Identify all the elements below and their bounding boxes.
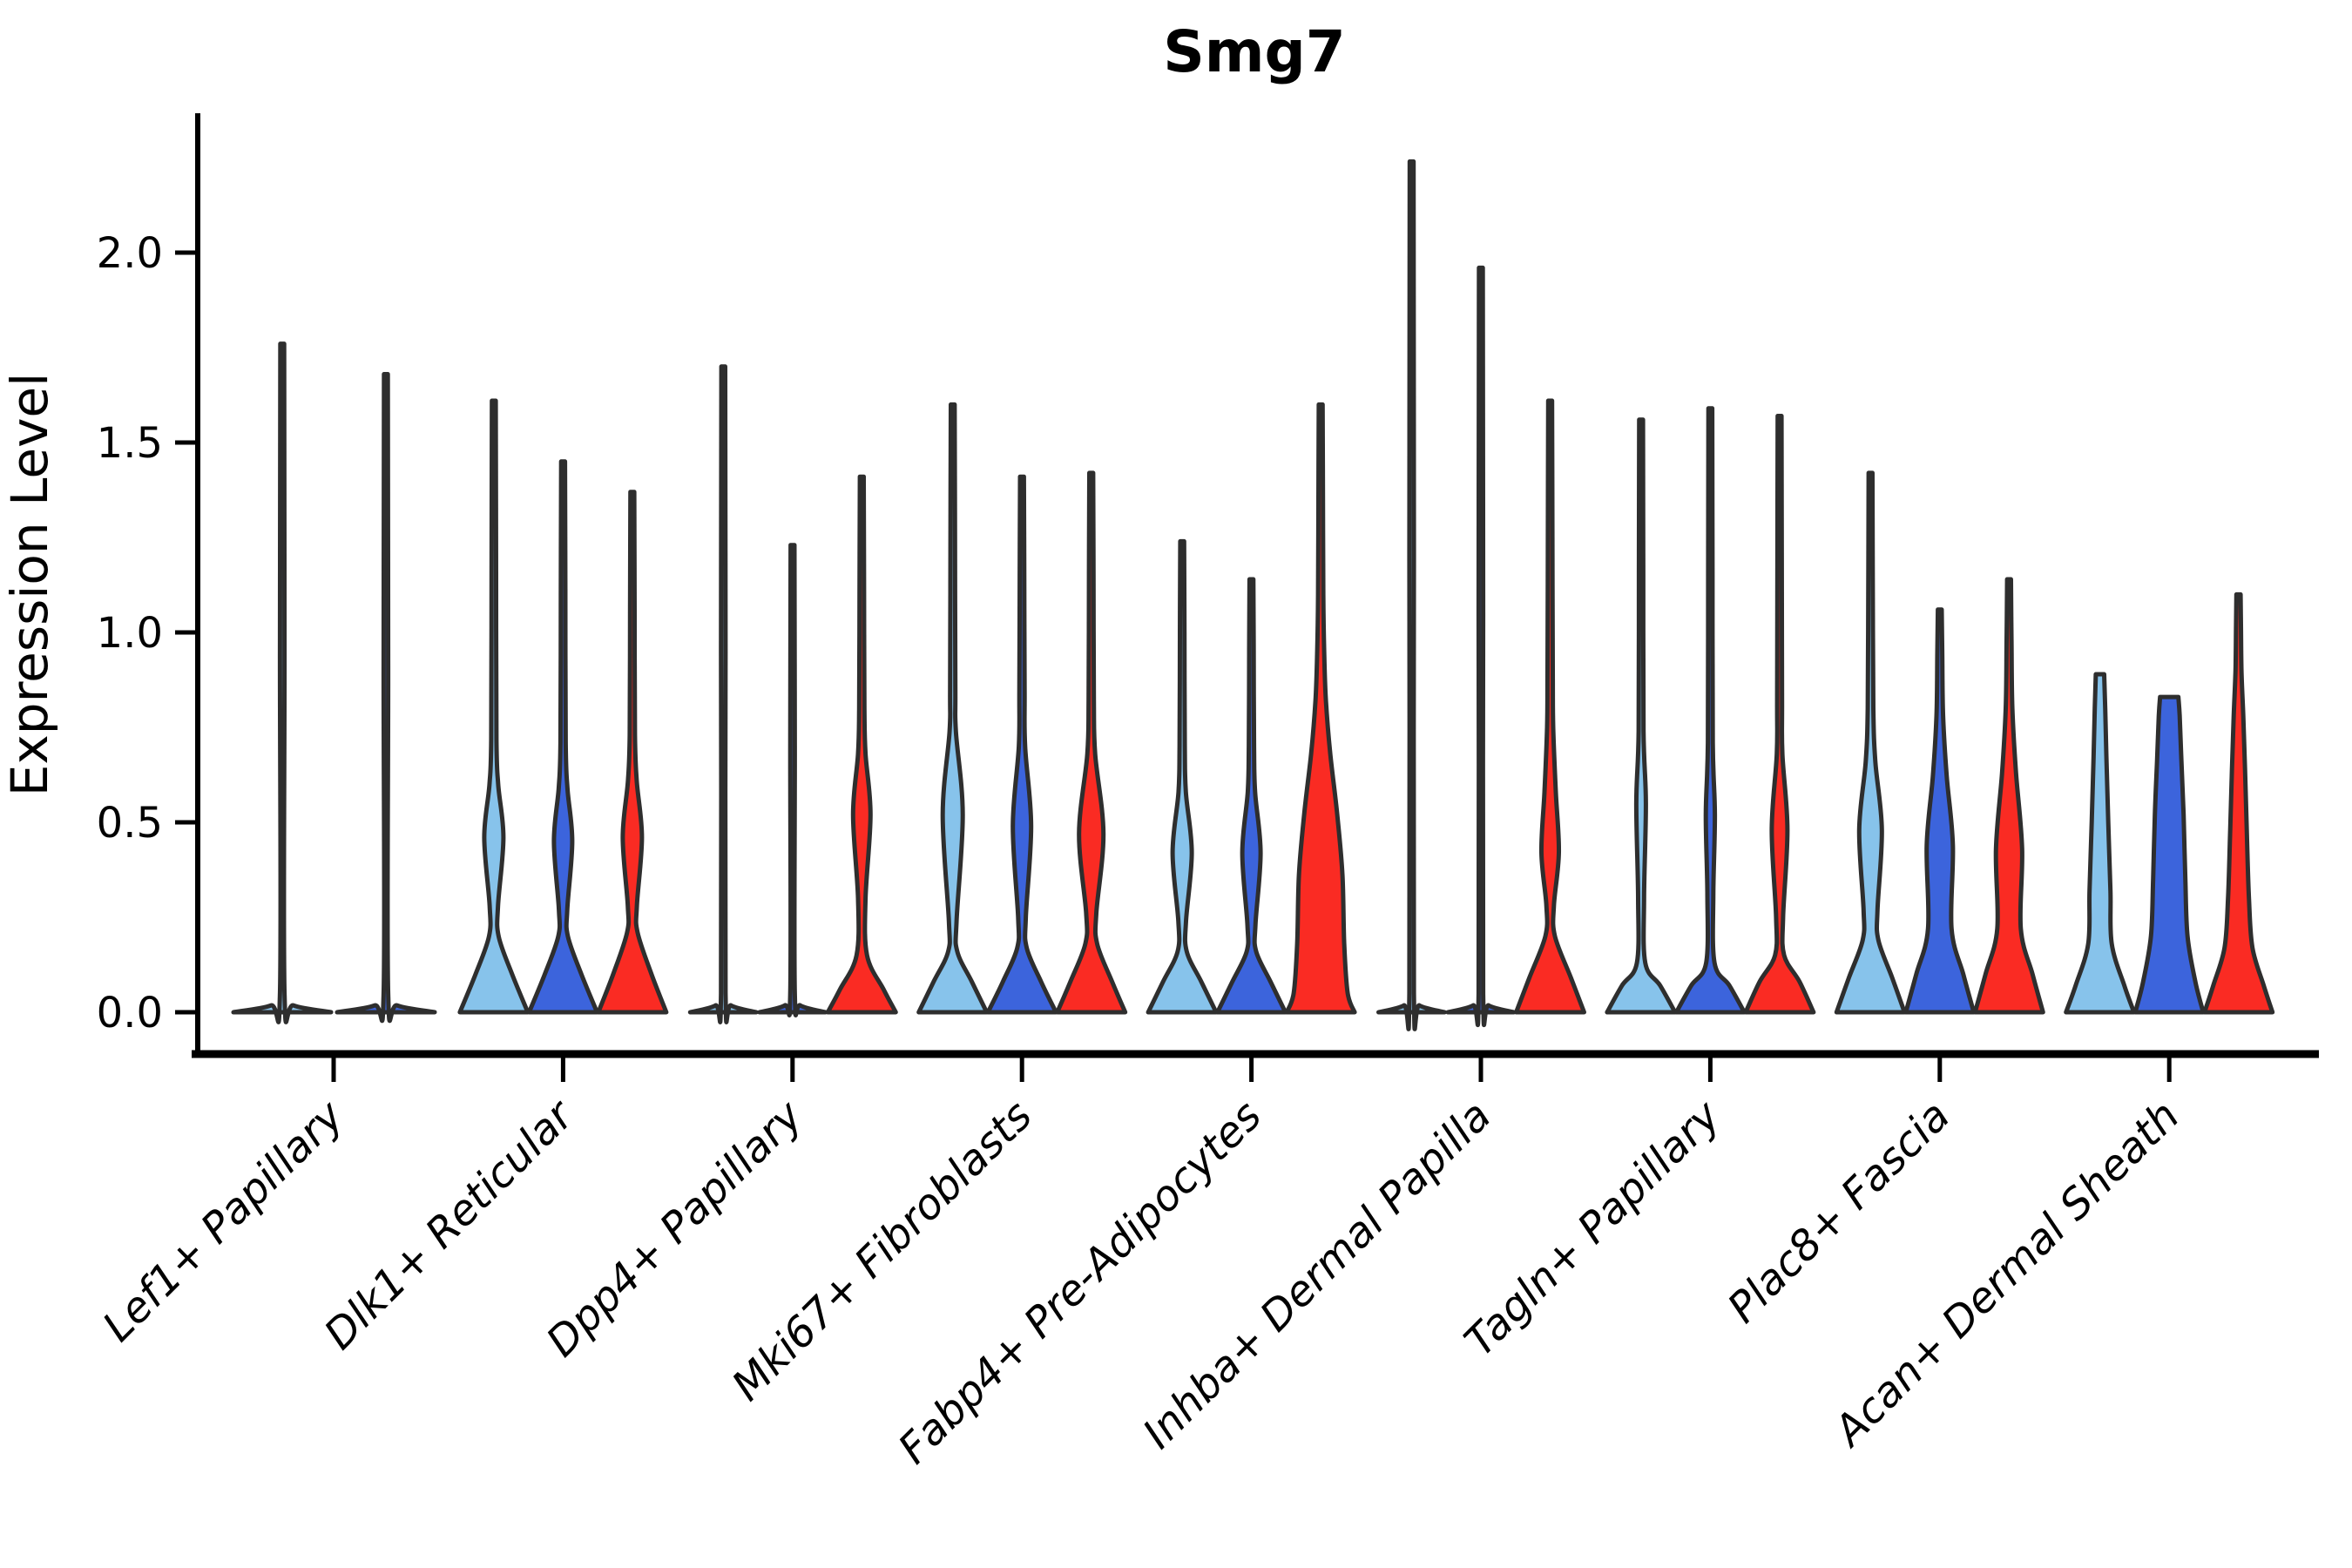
x-tick-label: Dlk1+ Reticular [315, 1090, 585, 1360]
axis-spines [192, 113, 2319, 1058]
violin-7-2 [1673, 406, 1747, 1015]
violin-5-1 [1146, 538, 1219, 1015]
y-tick-label: 2.0 [97, 229, 163, 278]
x-tick-label: Tagln+ Papillary [1456, 1091, 1731, 1366]
violin-5-3 [1284, 402, 1357, 1015]
y-tick-label: 0.5 [97, 799, 163, 848]
violin-9-2 [2132, 694, 2206, 1015]
y-axis-label: Expression Level [0, 373, 59, 796]
violin-4-1 [916, 402, 990, 1015]
chart-title: Smg7 [1163, 18, 1345, 85]
violin-9-3 [2202, 591, 2275, 1015]
violin-1-1 [231, 341, 334, 1024]
y-tick-label: 0.0 [97, 989, 163, 1037]
y-tick-label: 1.0 [97, 609, 163, 658]
violin-6-2 [1445, 265, 1517, 1028]
y-axis-ticks: 0.0 0.5 1.0 1.5 2.0 [97, 229, 198, 1037]
violin-7-3 [1743, 414, 1816, 1015]
x-tick-label: Lef1+ Papillary [93, 1091, 354, 1351]
y-tick-label: 1.5 [97, 419, 163, 468]
violin-4-3 [1055, 470, 1128, 1015]
x-tick-label: Dpp4+ Papillary [537, 1091, 813, 1366]
violin-6-1 [1376, 159, 1447, 1031]
violin-5-2 [1215, 577, 1288, 1015]
violin-2-2 [526, 459, 599, 1015]
violin-7-1 [1605, 417, 1678, 1015]
violin-2-3 [596, 490, 669, 1015]
violin-8-2 [1903, 607, 1977, 1015]
violin-8-1 [1834, 470, 1907, 1015]
violin-2-1 [457, 398, 531, 1015]
violin-6-3 [1514, 398, 1586, 1015]
violin-1-2 [335, 372, 437, 1024]
violin-8-3 [1972, 577, 2045, 1015]
violin-9-1 [2064, 672, 2137, 1015]
violin-4-2 [985, 474, 1058, 1015]
violin-3-2 [757, 543, 828, 1017]
violins-layer [231, 159, 2275, 1031]
violin-3-3 [825, 474, 898, 1015]
x-tick-label: Fabp4+ Pre-Adipocytes [889, 1092, 1272, 1474]
x-tick-label: Plac8+ Fascia [1719, 1092, 1960, 1333]
violin-3-1 [687, 364, 759, 1024]
